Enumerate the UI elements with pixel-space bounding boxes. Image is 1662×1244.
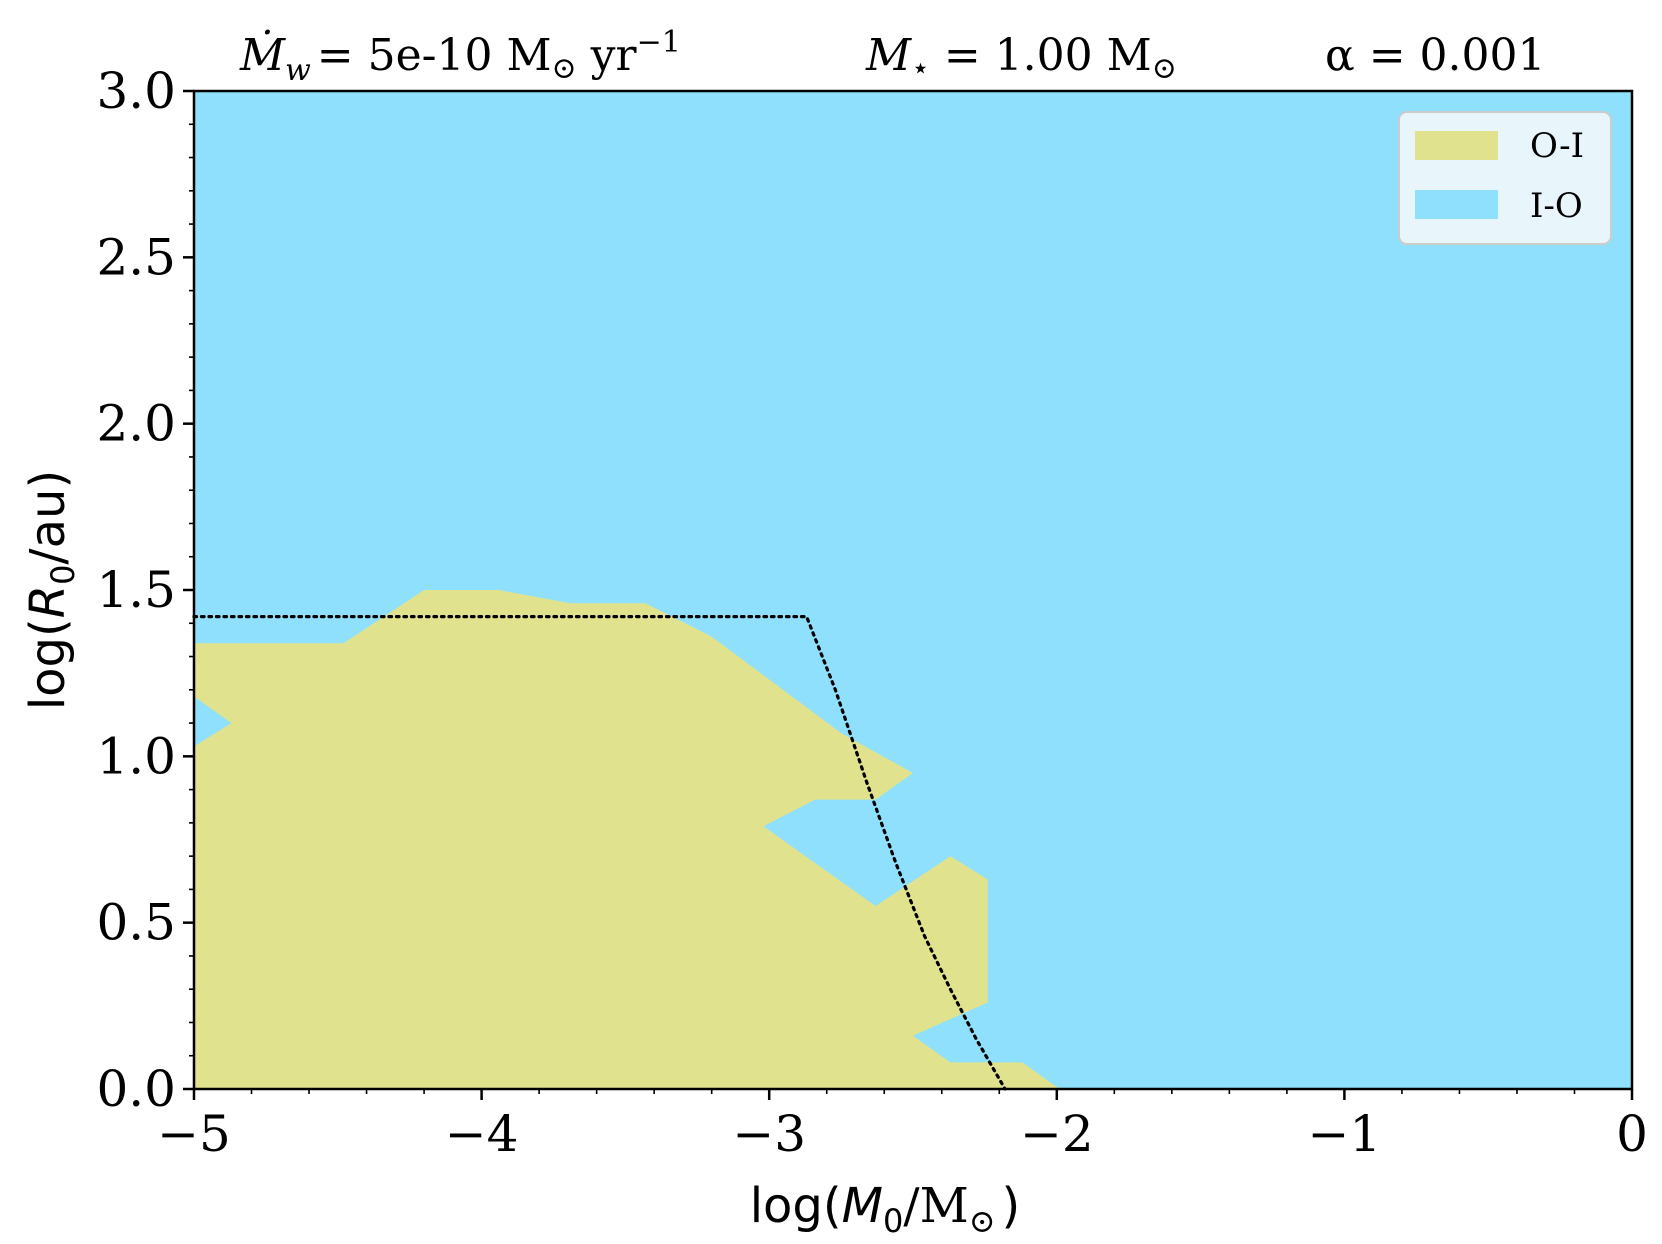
x-tick-label: −3 bbox=[732, 1105, 806, 1163]
chart-title-alpha: α = 0.001 bbox=[1325, 30, 1546, 81]
legend-swatch-o-i bbox=[1415, 131, 1498, 160]
title-mstar-sun: ⊙ bbox=[1152, 51, 1177, 86]
y-tick-label: 3.0 bbox=[96, 62, 176, 120]
x-tick-label: −2 bbox=[1020, 1105, 1094, 1163]
boundary-dotted-line bbox=[192, 615, 1007, 1091]
chart-title-mstar: M⋆ = 1.00 M⊙ bbox=[865, 30, 1177, 86]
title-mdot-unit: yr bbox=[577, 30, 638, 81]
y-axis-label: log(R0/au) bbox=[20, 470, 82, 710]
y-tick-label: 1.5 bbox=[96, 561, 176, 619]
title-mstar-value: = 1.00 M bbox=[930, 30, 1152, 81]
y-axis: 0.0 0.5 1.0 1.5 2.0 2.5 3.0 bbox=[96, 62, 194, 1118]
title-mdot-exp: −1 bbox=[637, 25, 681, 60]
y-tick-label: 0.0 bbox=[96, 1060, 176, 1118]
legend-label-i-o: I-O bbox=[1530, 186, 1583, 226]
legend-label-o-i: O-I bbox=[1530, 126, 1584, 166]
x-axis: −5 −4 −3 −2 −1 0 bbox=[157, 1089, 1648, 1163]
region-o-i bbox=[194, 590, 1060, 1089]
title-mstar-symbol: M bbox=[865, 30, 912, 81]
legend-swatch-i-o bbox=[1415, 190, 1498, 219]
x-axis-label: log(M0/M⊙) bbox=[750, 1178, 1021, 1240]
title-mdot-value: = 5e-10 M bbox=[317, 30, 552, 81]
y-tick-label: 0.5 bbox=[96, 894, 176, 952]
y-tick-label: 2.0 bbox=[96, 395, 176, 453]
y-tick-label: 1.0 bbox=[96, 727, 176, 785]
plot-area bbox=[192, 89, 1634, 1091]
title-mdot-symbol: Ṁ bbox=[239, 28, 286, 81]
chart-title: Ṁw = 5e-10 M⊙ yr−1 bbox=[239, 25, 681, 88]
x-tick-label: −5 bbox=[157, 1105, 231, 1163]
legend: O-I I-O bbox=[1398, 111, 1612, 245]
title-mdot-sun: ⊙ bbox=[552, 51, 577, 86]
title-mdot-sub: w bbox=[285, 53, 311, 88]
title-mstar-sub: ⋆ bbox=[911, 51, 930, 86]
x-tick-label: −4 bbox=[445, 1105, 519, 1163]
x-tick-label: 0 bbox=[1616, 1105, 1648, 1163]
y-tick-label: 2.5 bbox=[96, 228, 176, 286]
x-tick-label: −1 bbox=[1308, 1105, 1382, 1163]
